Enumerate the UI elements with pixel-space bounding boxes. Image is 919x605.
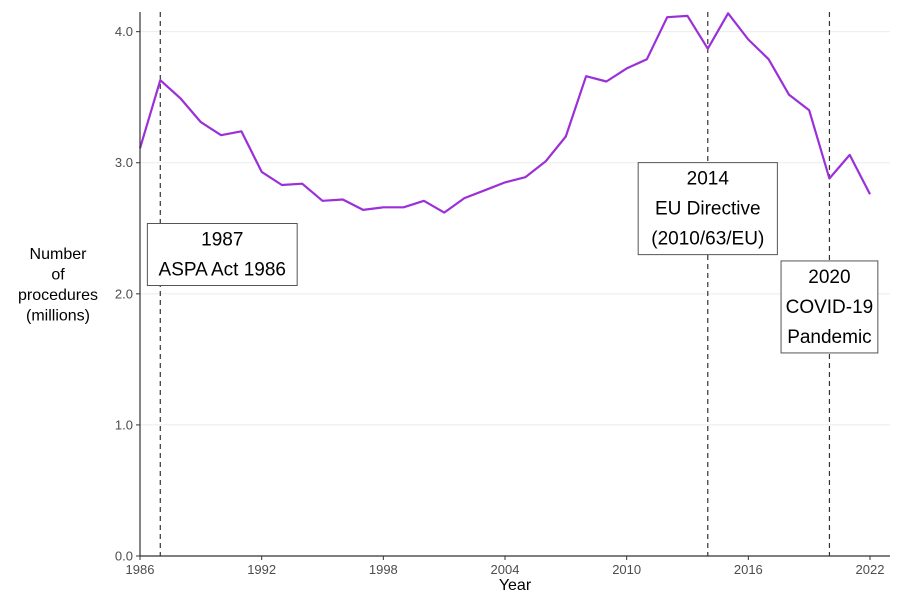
tick-labels: 0.0 1.0 2.0 3.0 4.0 1986 1992 1998 2004 2010 2016 2…	[115, 24, 885, 577]
y-tick-label: 0.0	[115, 549, 133, 564]
y-axis-label-line: (millions)	[26, 308, 90, 325]
annotation-boxes: 1987 ASPA Act 1986 2014 EU Directive (2010/6…	[146, 162, 879, 354]
annotation-box	[146, 223, 298, 287]
annotation-label: 2020 COVID-19 Pandemic	[780, 260, 879, 354]
annotation-text: Pandemic	[787, 327, 872, 348]
gridlines	[140, 31, 890, 426]
annotation-label: 2014 EU Directive (2010/63/EU)	[637, 162, 778, 256]
x-tick-label: 1986	[126, 562, 155, 577]
annotation-text: 1987	[201, 230, 243, 251]
y-tick-label: 1.0	[115, 417, 133, 432]
annotation-text: (2010/63/EU)	[651, 229, 764, 250]
annotation-text: EU Directive	[655, 199, 761, 220]
series-lines	[138, 12, 871, 214]
y-tick-label: 2.0	[115, 286, 133, 301]
series-line	[138, 12, 871, 214]
annotation-text: 2020	[808, 267, 850, 288]
x-axis-label: Year	[499, 577, 532, 594]
x-tick-label: 2004	[491, 562, 520, 577]
x-tick-label: 1998	[369, 562, 398, 577]
y-axis-label-line: of	[51, 267, 65, 284]
annotation-box	[637, 162, 778, 256]
annotation-text: COVID-19	[786, 297, 874, 318]
annotation-text: ASPA Act 1986	[159, 260, 286, 281]
x-tick-label: 1992	[247, 562, 276, 577]
x-tick-label: 2016	[734, 562, 763, 577]
annotation-label: 1987 ASPA Act 1986	[146, 223, 298, 287]
axes	[139, 12, 890, 557]
y-axis-label: Number of procedures (millions)	[18, 246, 98, 325]
y-tick-label: 3.0	[115, 155, 133, 170]
y-tick-label: 4.0	[115, 24, 133, 39]
x-tick-label: 2010	[612, 562, 641, 577]
y-axis-label-line: Number	[30, 246, 88, 263]
annotation-text: 2014	[687, 169, 730, 190]
annotation-box	[780, 260, 879, 354]
x-tick-label: 2022	[856, 562, 885, 577]
y-axis-label-line: procedures	[18, 287, 98, 304]
